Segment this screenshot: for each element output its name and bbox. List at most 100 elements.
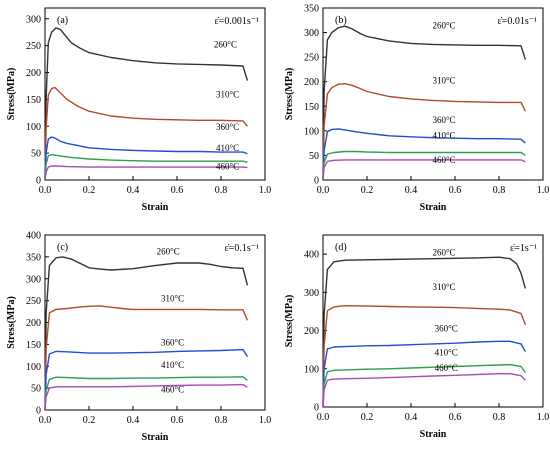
series-label: 360°C xyxy=(432,115,455,125)
series-label: 310°C xyxy=(216,89,239,99)
y-tick-label: 250 xyxy=(26,296,41,307)
series-line-410c xyxy=(322,363,526,408)
y-tick-label: 400 xyxy=(26,231,41,242)
y-tick-label: 300 xyxy=(304,288,319,299)
series-line-310c xyxy=(44,86,248,181)
series-line-260c xyxy=(322,256,527,408)
y-tick-label: 300 xyxy=(26,274,41,285)
panel-c: 0.0 0.2 0.4 0.6 0.8 1.0 0 50 100 150 200 250 300 350 4… xyxy=(6,231,271,444)
x-tick-label: 0.4 xyxy=(405,412,418,423)
strain-rate-label: ε̇=0.01s⁻¹ xyxy=(497,16,537,27)
series-label: 460°C xyxy=(216,162,239,172)
y-tick-label: 0 xyxy=(314,176,319,187)
strain-rate-label: ε̇=1s⁻¹ xyxy=(510,243,537,254)
series-label: 410°C xyxy=(216,143,239,153)
x-tick-label: 0.8 xyxy=(493,412,506,423)
x-tick-label: 0.0 xyxy=(317,412,330,423)
x-axis-title: Strain xyxy=(142,432,169,443)
y-tick-label: 350 xyxy=(304,4,319,15)
series-line-310c xyxy=(44,305,249,411)
series-label: 260°C xyxy=(157,246,180,256)
y-axis-title: Stress(MPa) xyxy=(284,295,295,348)
series-line-310c xyxy=(322,305,527,408)
series-label: 360°C xyxy=(216,122,239,132)
x-tick-label: 0.8 xyxy=(493,185,506,196)
series-label: 360°C xyxy=(161,337,184,347)
y-tick-label: 150 xyxy=(26,340,41,351)
x-tick-label: 0.6 xyxy=(449,185,462,196)
panel-label: (a) xyxy=(57,15,68,26)
x-axis-title: Strain xyxy=(420,202,447,213)
series-label: 310°C xyxy=(432,76,455,86)
series-line-260c xyxy=(44,256,249,411)
panel-label: (d) xyxy=(335,242,347,253)
x-tick-label: 0.4 xyxy=(127,185,140,196)
series-line-410c xyxy=(44,376,248,411)
x-axis-title: Strain xyxy=(142,202,169,213)
series-label: 260°C xyxy=(214,40,237,50)
panel-d: 0.0 0.2 0.4 0.6 0.8 1.0 0 100 200 300 400 Strain Str… xyxy=(284,234,550,440)
series-label: 260°C xyxy=(432,248,455,258)
y-tick-label: 0 xyxy=(314,403,319,414)
plot-frame xyxy=(322,7,544,181)
series-label: 460°C xyxy=(432,155,455,165)
series-line-460c xyxy=(44,165,248,181)
y-tick-label: 0 xyxy=(36,176,41,187)
y-tick-label: 100 xyxy=(26,122,41,133)
series-label: 460°C xyxy=(435,363,458,373)
y-tick-label: 50 xyxy=(309,151,319,162)
series-label: 310°C xyxy=(161,294,184,304)
y-tick-label: 200 xyxy=(26,318,41,329)
series-label: 360°C xyxy=(435,323,458,333)
x-tick-label: 0.8 xyxy=(215,415,228,426)
x-tick-label: 0.6 xyxy=(171,415,184,426)
series-line-260c xyxy=(322,25,527,181)
series-line-460c xyxy=(322,159,526,181)
plot-frame xyxy=(322,234,544,408)
y-tick-label: 50 xyxy=(31,149,41,160)
x-tick-label: 0.2 xyxy=(361,185,374,196)
y-axis-title: Stress(MPa) xyxy=(6,68,17,121)
x-tick-label: 1.0 xyxy=(537,185,550,196)
x-tick-label: 0.6 xyxy=(449,412,462,423)
series-line-310c xyxy=(322,82,527,181)
series-line-360c xyxy=(44,348,248,411)
series-line-410c xyxy=(44,153,248,181)
y-tick-label: 300 xyxy=(26,14,41,25)
y-tick-label: 200 xyxy=(304,326,319,337)
series-line-260c xyxy=(44,27,249,181)
panel-a: 0.0 0.2 0.4 0.6 0.8 1.0 0 50 100 150 200 250 300 Stra… xyxy=(6,7,272,213)
y-tick-label: 0 xyxy=(36,406,41,417)
strain-rate-label: ε̇=0.1s⁻¹ xyxy=(224,243,259,254)
x-tick-label: 0.2 xyxy=(83,185,96,196)
series-line-360c xyxy=(322,340,527,408)
x-tick-label: 0.6 xyxy=(171,185,184,196)
y-tick-label: 50 xyxy=(31,384,41,395)
series-label: 460°C xyxy=(161,385,184,395)
strain-rate-label: ε̇=0.001s⁻¹ xyxy=(214,16,259,27)
x-tick-label: 1.0 xyxy=(537,412,550,423)
y-tick-label: 250 xyxy=(26,41,41,52)
y-tick-label: 200 xyxy=(304,77,319,88)
y-tick-label: 350 xyxy=(26,252,41,263)
x-tick-label: 1.0 xyxy=(259,185,272,196)
x-tick-label: 1.0 xyxy=(259,415,272,426)
y-tick-label: 150 xyxy=(26,95,41,106)
series-line-460c xyxy=(44,383,248,411)
plot-frame xyxy=(44,7,266,181)
y-tick-label: 150 xyxy=(304,102,319,113)
y-tick-label: 300 xyxy=(304,28,319,39)
y-tick-label: 200 xyxy=(26,68,41,79)
series-label: 410°C xyxy=(435,347,458,357)
series-line-360c xyxy=(44,136,248,181)
y-tick-label: 100 xyxy=(26,362,41,373)
y-axis-title: Stress(MPa) xyxy=(284,68,295,121)
y-tick-label: 100 xyxy=(304,126,319,137)
panel-b: 0.0 0.2 0.4 0.6 0.8 1.0 0 50 100 150 200 250 300 350 S… xyxy=(284,4,549,214)
series-line-360c xyxy=(322,128,526,181)
series-label: 260°C xyxy=(432,21,455,31)
series-label: 410°C xyxy=(432,131,455,141)
x-tick-label: 0.4 xyxy=(405,185,418,196)
x-tick-label: 0.0 xyxy=(317,185,330,196)
